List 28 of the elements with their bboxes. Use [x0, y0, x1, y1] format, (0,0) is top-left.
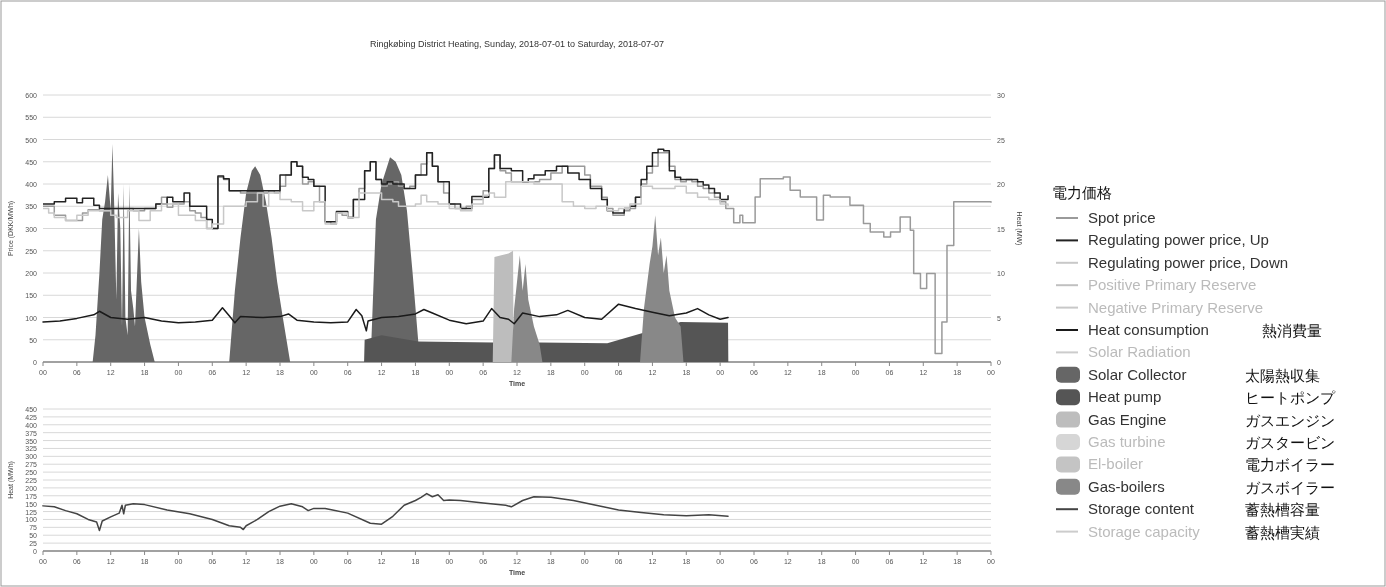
- text: 蓄熱槽容量: [1245, 501, 1320, 519]
- text: ガスタービン: [1245, 434, 1335, 451]
- text: ガスエンジン: [1245, 411, 1335, 429]
- legend-label: Heat pump: [1088, 388, 1162, 406]
- text: 電力ボイラー: [1245, 456, 1335, 474]
- text: 熱消費量: [1262, 322, 1322, 339]
- legend-label: Solar Radiation: [1088, 343, 1191, 361]
- text: 蓄熱槽実績: [1245, 523, 1320, 541]
- text: ガスボイラー: [1245, 478, 1335, 496]
- legend-label: Gas-boilers: [1088, 477, 1165, 495]
- legend-label: Storage capacity: [1088, 522, 1201, 540]
- chart-title: Ringkøbing District Heating, Sunday, 2018-07-01 to Saturday, 2018-07-07: [370, 39, 664, 49]
- line-series: [42, 492, 729, 532]
- legend-label: Regulating power price, Up: [1088, 231, 1269, 249]
- legend-label: Solar Collector: [1088, 365, 1187, 383]
- legend-label: Negative Primary Reserve: [1088, 298, 1264, 316]
- line-series: [42, 303, 729, 332]
- legend-label: Heat consumption: [1088, 321, 1209, 338]
- text: ヒートポンプ: [1245, 389, 1335, 407]
- text: 太陽熱収集: [1245, 366, 1320, 384]
- legend-label: Storage content: [1088, 500, 1195, 518]
- legend-label: Gas Engine: [1088, 410, 1167, 428]
- legend-label: Regulating power price, Down: [1088, 253, 1289, 271]
- legend-title: 電力価格: [1052, 184, 1112, 201]
- legend-label: Gas turbine: [1088, 433, 1166, 450]
- legend-label: El-boiler: [1088, 455, 1144, 473]
- legend-label: Spot price: [1088, 209, 1156, 226]
- legend-label: Positive Primary Reserve: [1088, 276, 1257, 294]
